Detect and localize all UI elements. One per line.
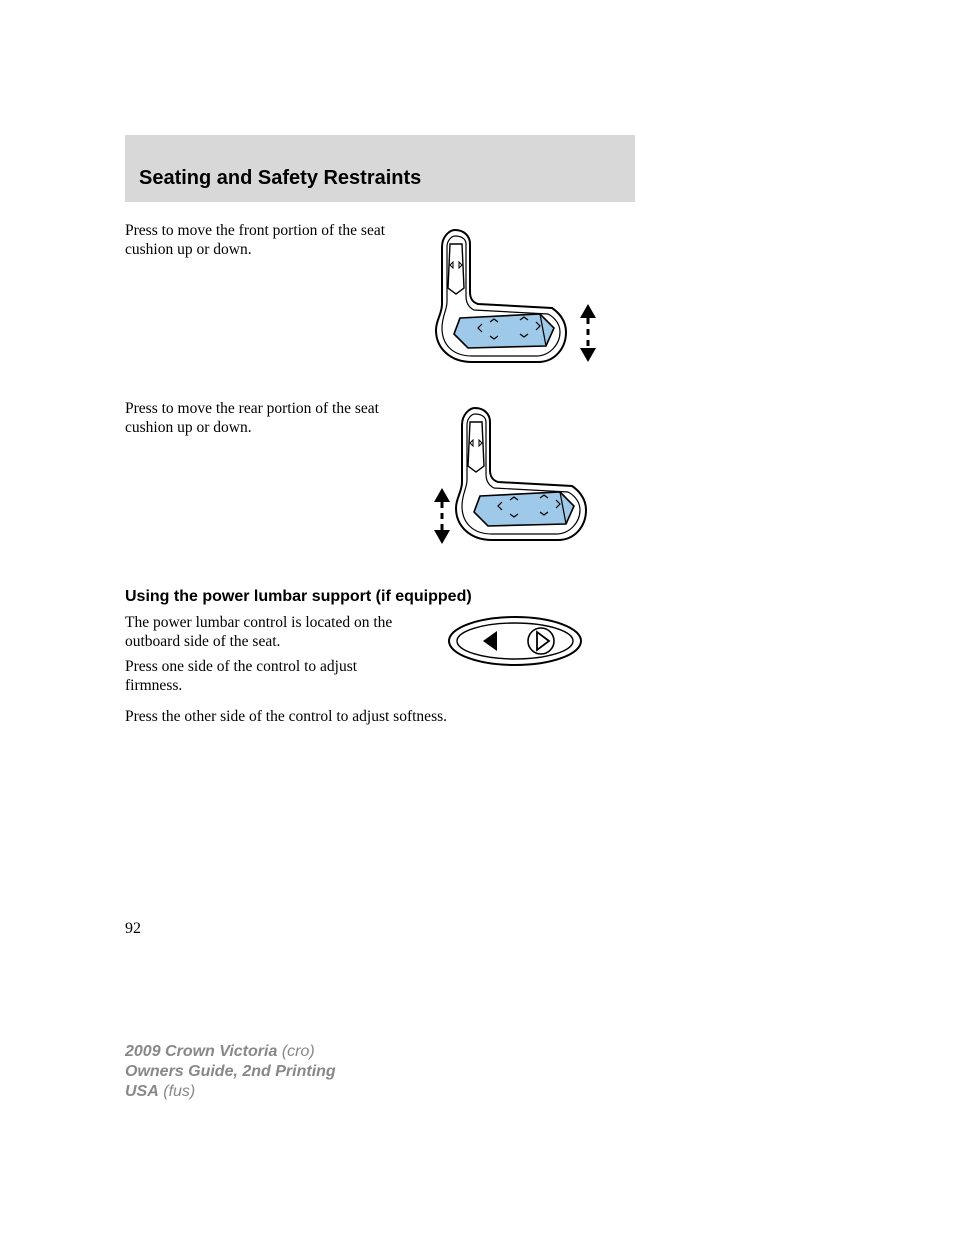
- footer-block: 2009 Crown Victoria (cro) Owners Guide, …: [125, 1042, 336, 1102]
- up-down-arrow-icon: [580, 304, 596, 362]
- footer-line3: USA (fus): [125, 1082, 336, 1102]
- lumbar-p3: Press the other side of the control to a…: [125, 708, 635, 727]
- lumbar-text-block: The power lumbar control is located on t…: [125, 614, 415, 696]
- lumbar-subhead: Using the power lumbar support (if equip…: [125, 588, 635, 606]
- footer-line2: Owners Guide, 2nd Printing: [125, 1062, 336, 1082]
- seat-front-diagram: [420, 222, 615, 382]
- page-content: Seating and Safety Restraints Press to m…: [125, 135, 635, 727]
- footer-code1: (cro): [282, 1043, 315, 1060]
- front-cushion-text: Press to move the front portion of the s…: [125, 222, 405, 260]
- footer-model: 2009 Crown Victoria: [125, 1043, 277, 1060]
- section-header-band: Seating and Safety Restraints: [125, 135, 635, 202]
- footer-line1: 2009 Crown Victoria (cro): [125, 1042, 336, 1062]
- rear-cushion-text: Press to move the rear portion of the se…: [125, 400, 405, 438]
- footer-code2: (fus): [163, 1083, 195, 1100]
- footer-region: USA: [125, 1083, 159, 1100]
- rear-cushion-section: Press to move the rear portion of the se…: [125, 400, 635, 570]
- lumbar-section: The power lumbar control is located on t…: [125, 614, 635, 704]
- front-cushion-section: Press to move the front portion of the s…: [125, 222, 635, 392]
- lumbar-control-diagram: [445, 614, 585, 669]
- up-down-arrow-icon: [434, 488, 450, 544]
- lumbar-p2: Press one side of the control to adjust …: [125, 658, 415, 696]
- section-header-title: Seating and Safety Restraints: [139, 167, 621, 190]
- page-number: 92: [125, 920, 141, 938]
- lumbar-p1: The power lumbar control is located on t…: [125, 614, 415, 652]
- seat-rear-diagram: [420, 400, 615, 560]
